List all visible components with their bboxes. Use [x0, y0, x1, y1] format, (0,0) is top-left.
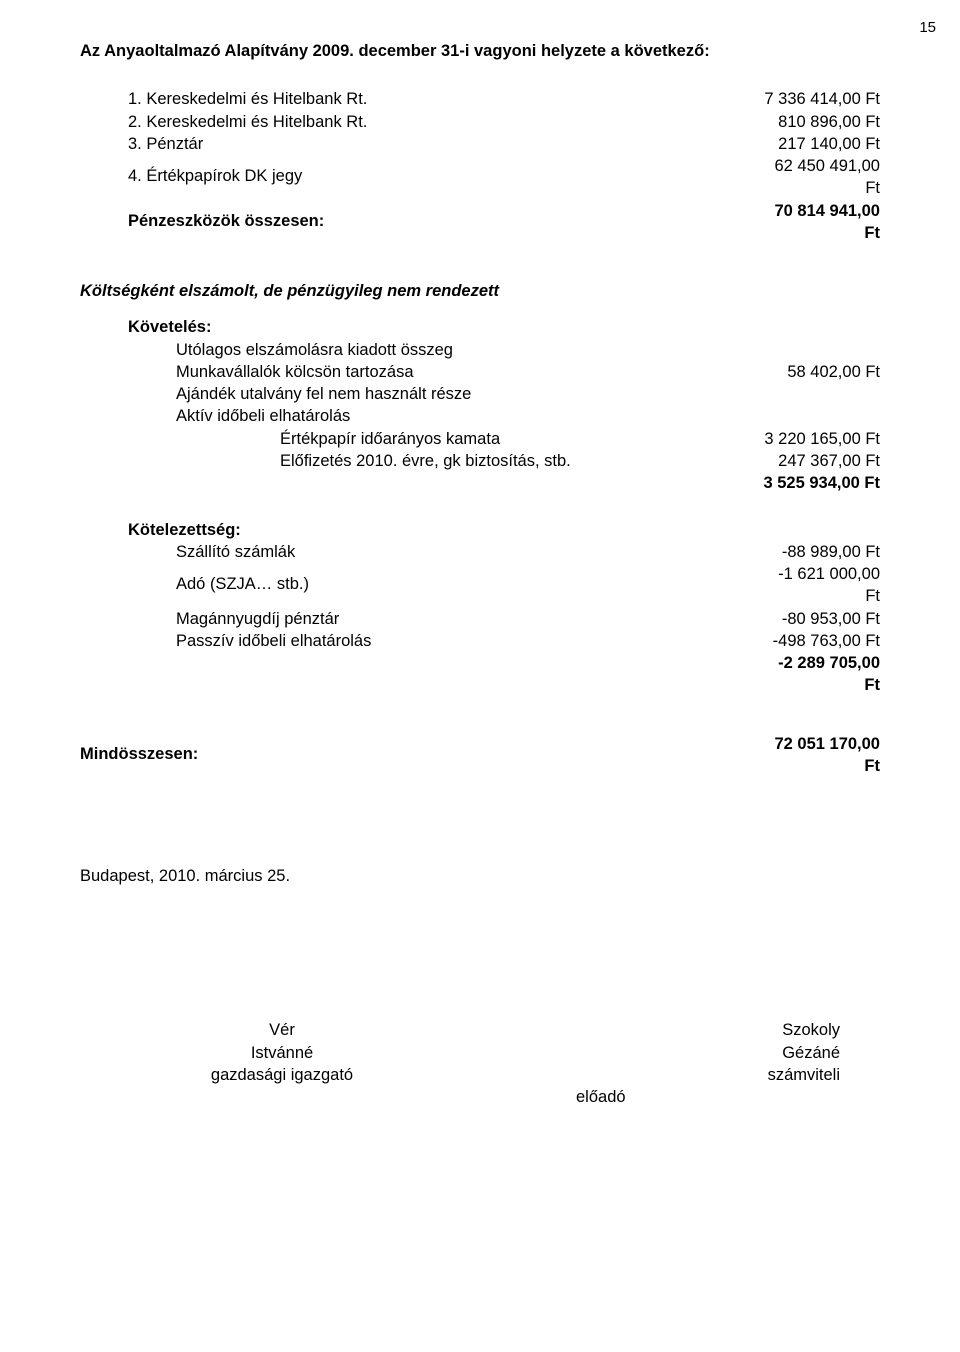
asset-label: Pénztár [146, 135, 203, 153]
sig-left-title: gazdasági igazgató [120, 1064, 444, 1086]
asset-value: 217 140,00 Ft [766, 133, 880, 155]
liability-value-line1: -1 621 000,00 [778, 563, 880, 585]
grand-total-label: Mindösszesen: [80, 733, 198, 765]
asset-value: 7 336 414,00 Ft [752, 88, 880, 110]
liability-row: Adó (SZJA… stb.) -1 621 000,00 Ft [80, 563, 880, 608]
receivable-line: Munkavállalók kölcsön tartozása 58 402,0… [80, 361, 880, 383]
sig-right-name1: Szokoly [516, 1019, 840, 1041]
asset-label: Értékpapírok DK jegy [146, 167, 302, 185]
asset-row: 4. Értékpapírok DK jegy 62 450 491,00 Ft [80, 155, 880, 200]
assets-block: 1. Kereskedelmi és Hitelbank Rt. 7 336 4… [80, 88, 880, 244]
liability-block: Kötelezettség: Szállító számlák -88 989,… [80, 519, 880, 697]
assets-total-value: 70 814 941,00 Ft [762, 200, 880, 245]
sig-left-name1: Vér [120, 1019, 444, 1041]
liability-value: -80 953,00 Ft [770, 608, 880, 630]
liability-row: Szállító számlák -88 989,00 Ft [80, 541, 880, 563]
liability-total-value: -2 289 705,00 Ft [766, 652, 880, 697]
receivable-sub-row: Értékpapír időarányos kamata 3 220 165,0… [80, 428, 880, 450]
receivable-line: Utólagos elszámolásra kiadott összeg [80, 339, 880, 361]
assets-total-row: Pénzeszközök összesen: 70 814 941,00 Ft [80, 200, 880, 245]
signature-right: Szokoly Gézáné számviteli előadó [516, 1019, 840, 1108]
liability-label: Adó (SZJA… stb.) [176, 563, 766, 595]
grand-total-row: Mindösszesen: 72 051 170,00 Ft [80, 733, 880, 778]
liability-label: Szállító számlák [176, 541, 770, 563]
liability-value-line2: Ft [778, 585, 880, 607]
heading: Az Anyaoltalmazó Alapítvány 2009. decemb… [80, 40, 880, 62]
unrecorded-heading: Költségként elszámolt, de pénzügyileg ne… [80, 280, 880, 302]
receivable-sub-label: Értékpapír időarányos kamata [280, 428, 752, 450]
page: 15 Az Anyaoltalmazó Alapítvány 2009. dec… [0, 0, 960, 1352]
receivable-title: Követelés: [80, 316, 880, 338]
asset-num: 4. [128, 167, 142, 185]
sig-left-name2: Istvánné [120, 1042, 444, 1064]
receivable-sub-label: Előfizetés 2010. évre, gk biztosítás, st… [280, 450, 766, 472]
asset-value: 62 450 491,00 Ft [762, 155, 880, 200]
liability-total-row: -2 289 705,00 Ft [80, 652, 880, 697]
receivable-sub-value: 3 220 165,00 Ft [752, 428, 880, 450]
receivable-sub-value: 247 367,00 Ft [766, 450, 880, 472]
page-number: 15 [919, 18, 936, 38]
liability-value: -88 989,00 Ft [770, 541, 880, 563]
receivable-label: Munkavállalók kölcsön tartozása [176, 361, 775, 383]
receivable-line: Ajándék utalvány fel nem használt része [80, 383, 880, 405]
assets-total-label: Pénzeszközök összesen: [128, 200, 762, 232]
asset-label: Kereskedelmi és Hitelbank Rt. [146, 113, 367, 131]
asset-value-line2: Ft [774, 177, 880, 199]
receivable-total-value: 3 525 934,00 Ft [752, 472, 881, 494]
liability-total-line1: -2 289 705,00 [778, 652, 880, 674]
receivable-value: 58 402,00 Ft [775, 361, 880, 383]
receivable-sub-row: Előfizetés 2010. évre, gk biztosítás, st… [80, 450, 880, 472]
grand-total-value: 72 051 170,00 Ft [762, 733, 880, 778]
grand-total-line1: 72 051 170,00 [774, 733, 880, 755]
receivable-total-row: 3 525 934,00 Ft [80, 472, 880, 494]
asset-value-line1: 62 450 491,00 [774, 155, 880, 177]
asset-num: 3. [128, 135, 142, 153]
signature-row: Vér Istvánné gazdasági igazgató Szokoly … [80, 1019, 880, 1108]
sig-right-name2: Gézáné [516, 1042, 840, 1064]
sig-right-title2: előadó [516, 1086, 840, 1108]
liability-value: -498 763,00 Ft [761, 630, 880, 652]
assets-total-line2: Ft [774, 222, 880, 244]
receivable-block: Követelés: Utólagos elszámolásra kiadott… [80, 316, 880, 494]
liability-label: Passzív időbeli elhatárolás [176, 630, 761, 652]
asset-row: 3. Pénztár 217 140,00 Ft [80, 133, 880, 155]
sig-right-title1: számviteli [516, 1064, 840, 1086]
liability-row: Passzív időbeli elhatárolás -498 763,00 … [80, 630, 880, 652]
liability-total-line2: Ft [778, 674, 880, 696]
asset-num: 1. [128, 90, 142, 108]
assets-total-line1: 70 814 941,00 [774, 200, 880, 222]
grand-total-line2: Ft [774, 755, 880, 777]
liability-title: Kötelezettség: [80, 519, 880, 541]
asset-row: 1. Kereskedelmi és Hitelbank Rt. 7 336 4… [80, 88, 880, 110]
liability-value: -1 621 000,00 Ft [766, 563, 880, 608]
date-line: Budapest, 2010. március 25. [80, 865, 880, 887]
liability-row: Magánnyugdíj pénztár -80 953,00 Ft [80, 608, 880, 630]
asset-value: 810 896,00 Ft [766, 111, 880, 133]
asset-label: Kereskedelmi és Hitelbank Rt. [146, 90, 367, 108]
signature-left: Vér Istvánné gazdasági igazgató [120, 1019, 444, 1108]
receivable-line: Aktív időbeli elhatárolás [80, 405, 880, 427]
asset-num: 2. [128, 113, 142, 131]
liability-label: Magánnyugdíj pénztár [176, 608, 770, 630]
asset-row: 2. Kereskedelmi és Hitelbank Rt. 810 896… [80, 111, 880, 133]
